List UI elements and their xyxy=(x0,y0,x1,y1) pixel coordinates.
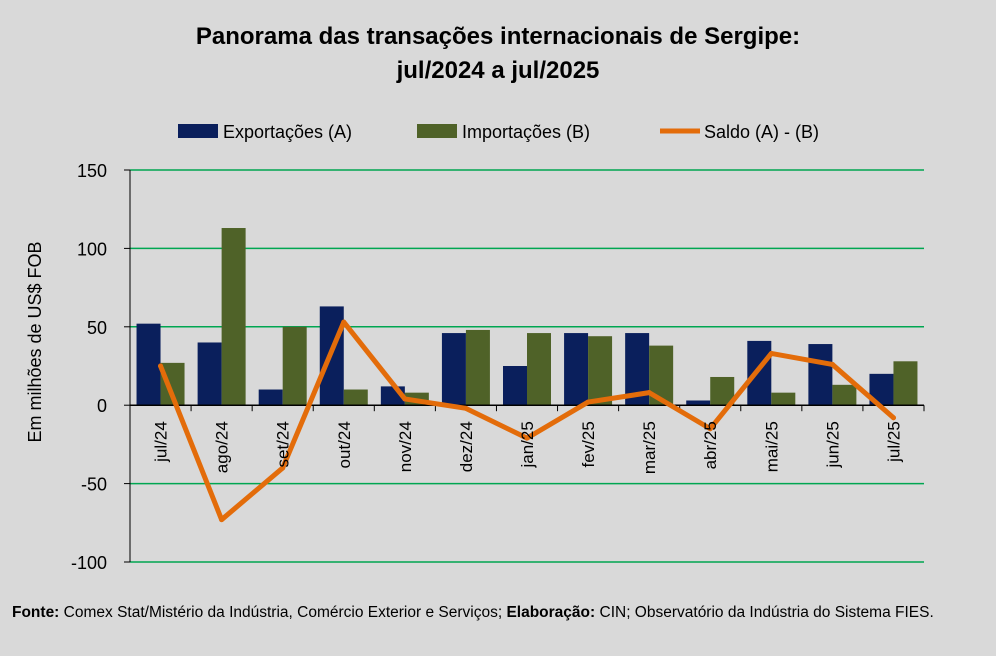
saldo-point-11 xyxy=(829,361,835,367)
saldo-point-5 xyxy=(463,405,469,411)
chart-svg: 150 100 50 0 -50 -100 jul/24 ago/24 set/24 out/2… xyxy=(25,122,925,573)
import-bar-5 xyxy=(465,329,490,406)
import-bar-7 xyxy=(588,336,613,406)
category-label-0: jul/24 xyxy=(152,421,171,463)
y-axis: 150 100 50 0 -50 -100 xyxy=(71,161,131,573)
export-bar-2 xyxy=(258,389,283,406)
saldo-point-7 xyxy=(585,399,591,405)
import-bar-2 xyxy=(282,326,307,406)
bars xyxy=(136,228,918,406)
category-label-3: out/24 xyxy=(335,421,354,468)
export-bar-10 xyxy=(747,340,772,406)
import-bar-1 xyxy=(221,228,246,406)
y-tick-label-1: 100 xyxy=(77,239,107,259)
category-label-9: abr/25 xyxy=(701,421,720,469)
y-tick-label-5: -100 xyxy=(71,553,107,573)
saldo-point-3 xyxy=(341,319,347,325)
y-axis-title: Em milhões de US$ FOB xyxy=(25,241,45,442)
import-bar-10 xyxy=(771,392,796,406)
x-axis xyxy=(129,404,925,412)
legend-swatch-importacoes xyxy=(417,124,457,138)
y-tick-label-3: 0 xyxy=(97,396,107,416)
legend-label-saldo: Saldo (A) - (B) xyxy=(704,122,819,142)
legend-label-exportacoes: Exportações (A) xyxy=(223,122,352,142)
export-bar-5 xyxy=(441,333,466,406)
saldo-point-8 xyxy=(646,390,652,396)
category-label-7: fev/25 xyxy=(579,421,598,467)
category-label-8: mar/25 xyxy=(640,421,659,474)
elaboration-label: Elaboração: xyxy=(506,604,596,621)
category-label-6: jan/25 xyxy=(518,421,537,468)
category-label-10: mai/25 xyxy=(762,421,781,472)
saldo-point-4 xyxy=(402,396,408,402)
saldo-point-12 xyxy=(890,415,896,421)
saldo-point-6 xyxy=(524,435,530,441)
export-bar-6 xyxy=(503,366,527,406)
saldo-point-1 xyxy=(219,517,225,523)
y-tick-label-0: 150 xyxy=(77,161,107,181)
category-label-12: jul/25 xyxy=(884,421,903,463)
export-bar-1 xyxy=(197,342,222,406)
category-label-4: nov/24 xyxy=(396,421,415,472)
import-bar-6 xyxy=(527,333,551,406)
chart-title: Panorama das transações internacionais d… xyxy=(0,20,996,88)
category-label-5: dez/24 xyxy=(457,421,476,472)
elaboration-text: CIN; Observatório da Indústria do Sistem… xyxy=(599,604,934,621)
source-label: Fonte: xyxy=(12,604,60,621)
legend-swatch-exportacoes xyxy=(178,124,218,138)
export-bar-0 xyxy=(136,323,161,406)
y-tick-label-4: -50 xyxy=(81,475,107,495)
saldo-point-0 xyxy=(158,363,164,369)
import-bar-12 xyxy=(893,361,918,406)
chart-subtitle: jul/2024 a jul/2025 xyxy=(396,57,600,84)
legend-label-importacoes: Importações (B) xyxy=(462,122,590,142)
saldo-point-2 xyxy=(280,465,286,471)
saldo-line-group xyxy=(158,319,896,523)
category-label-1: ago/24 xyxy=(213,421,232,473)
export-bar-11 xyxy=(808,344,833,406)
import-bar-3 xyxy=(343,389,368,406)
category-labels: jul/24 ago/24 set/24 out/24 nov/24 dez/24 jan/… xyxy=(152,421,904,474)
category-label-11: jun/25 xyxy=(823,421,842,468)
import-bar-11 xyxy=(832,384,857,406)
export-bar-9 xyxy=(686,400,711,406)
category-label-2: set/24 xyxy=(274,421,293,467)
chart-title-line1: Panorama das transações internacionais d… xyxy=(195,23,801,50)
saldo-point-10 xyxy=(768,350,774,356)
export-bar-7 xyxy=(564,333,589,406)
saldo-point-9 xyxy=(707,426,713,432)
legend: Exportações (A) Importações (B) Saldo (A… xyxy=(178,122,819,142)
y-tick-label-2: 50 xyxy=(87,318,107,338)
source-text: Comex Stat/Mistério da Indústria, Comérc… xyxy=(63,604,503,621)
footer-note: Fonte: Comex Stat/Mistério da Indústria,… xyxy=(12,602,987,624)
